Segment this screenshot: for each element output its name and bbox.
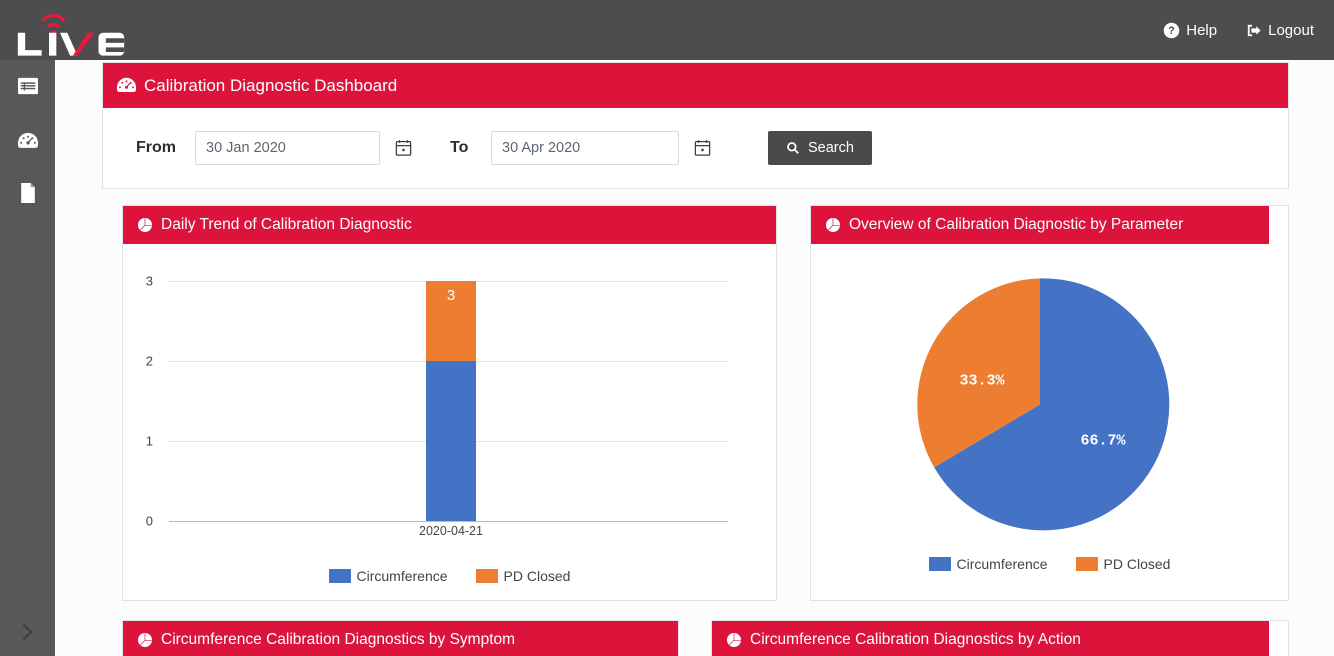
svg-text:33.3%: 33.3% xyxy=(959,372,1005,389)
svg-text:?: ? xyxy=(1169,25,1175,37)
svg-text:66.7%: 66.7% xyxy=(1080,432,1126,449)
